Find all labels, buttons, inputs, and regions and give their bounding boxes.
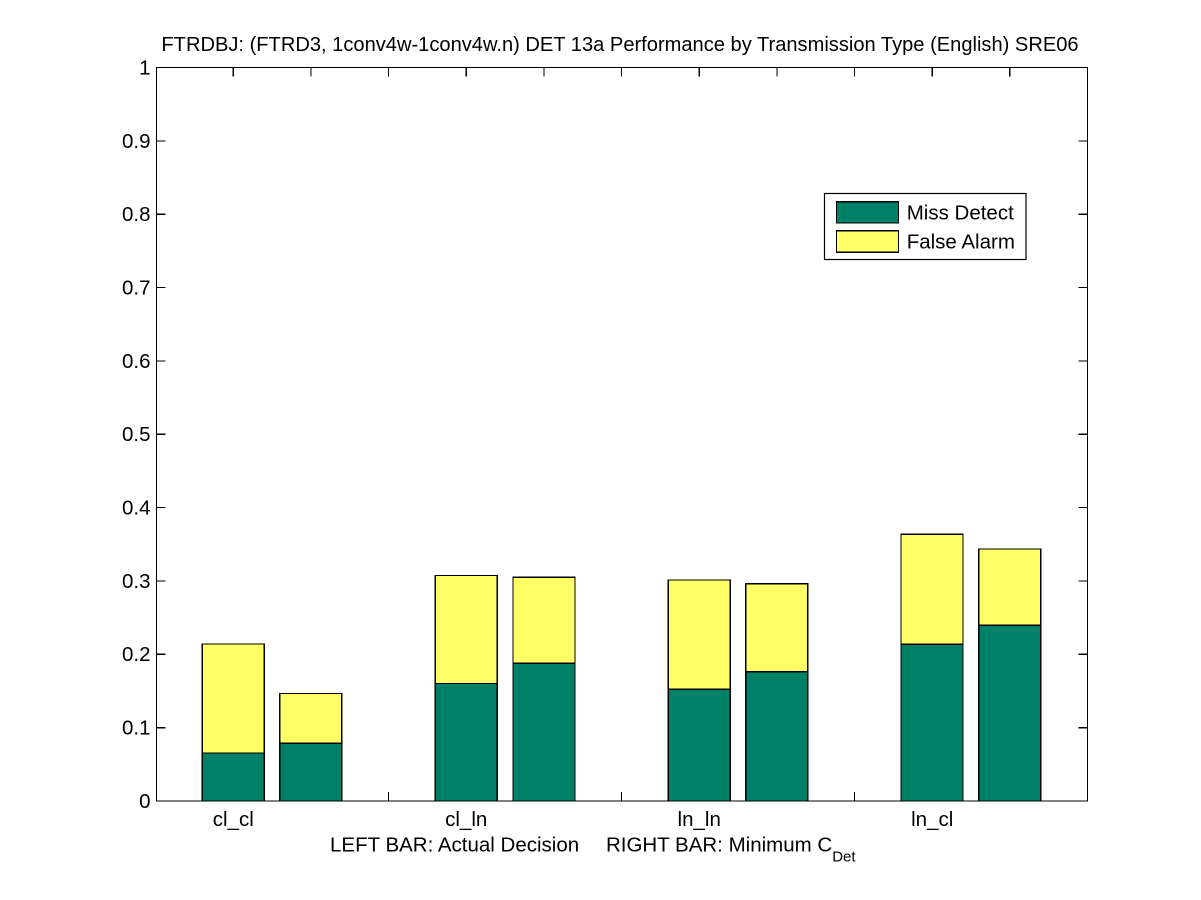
svg-text:False Alarm: False Alarm bbox=[907, 230, 1015, 253]
svg-text:0.2: 0.2 bbox=[122, 643, 151, 666]
svg-text:0.4: 0.4 bbox=[122, 497, 151, 520]
svg-text:0: 0 bbox=[139, 790, 150, 813]
svg-text:FTRDBJ: (FTRD3, 1conv4w-1conv4: FTRDBJ: (FTRD3, 1conv4w-1conv4w.n) DET 1… bbox=[161, 34, 1078, 56]
svg-text:cl_ln: cl_ln bbox=[445, 808, 487, 831]
svg-text:0.3: 0.3 bbox=[122, 570, 151, 593]
svg-text:0.7: 0.7 bbox=[122, 276, 151, 299]
svg-text:0.5: 0.5 bbox=[122, 423, 151, 446]
svg-text:ln_ln: ln_ln bbox=[678, 808, 721, 831]
svg-text:0.9: 0.9 bbox=[122, 130, 151, 153]
svg-text:Miss Detect: Miss Detect bbox=[907, 201, 1014, 224]
svg-text:1: 1 bbox=[139, 56, 150, 79]
svg-text:cl_cl: cl_cl bbox=[213, 808, 254, 831]
svg-text:0.6: 0.6 bbox=[122, 350, 151, 373]
svg-text:ln_cl: ln_cl bbox=[911, 808, 953, 831]
svg-text:0.8: 0.8 bbox=[122, 203, 151, 226]
svg-text:0.1: 0.1 bbox=[122, 717, 151, 740]
